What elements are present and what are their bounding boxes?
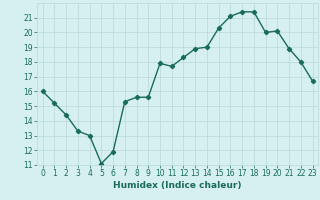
X-axis label: Humidex (Indice chaleur): Humidex (Indice chaleur) xyxy=(113,181,242,190)
